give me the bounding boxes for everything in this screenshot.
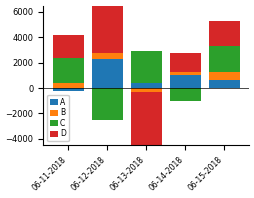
Bar <box>130 83 161 88</box>
Bar <box>130 51 161 83</box>
Bar <box>169 75 200 88</box>
Bar <box>91 52 122 59</box>
Bar <box>52 58 84 83</box>
Bar <box>130 88 161 92</box>
Legend: A, B, C, D: A, B, C, D <box>47 95 69 141</box>
Bar <box>91 59 122 88</box>
Bar <box>130 92 161 145</box>
Bar <box>169 52 200 72</box>
Bar <box>208 80 239 88</box>
Bar <box>52 88 84 91</box>
Bar <box>52 35 84 58</box>
Bar <box>208 46 239 72</box>
Bar <box>91 88 122 120</box>
Bar <box>169 88 200 101</box>
Bar <box>91 0 122 52</box>
Bar <box>208 72 239 80</box>
Bar <box>208 21 239 46</box>
Bar <box>52 83 84 88</box>
Bar <box>169 72 200 75</box>
